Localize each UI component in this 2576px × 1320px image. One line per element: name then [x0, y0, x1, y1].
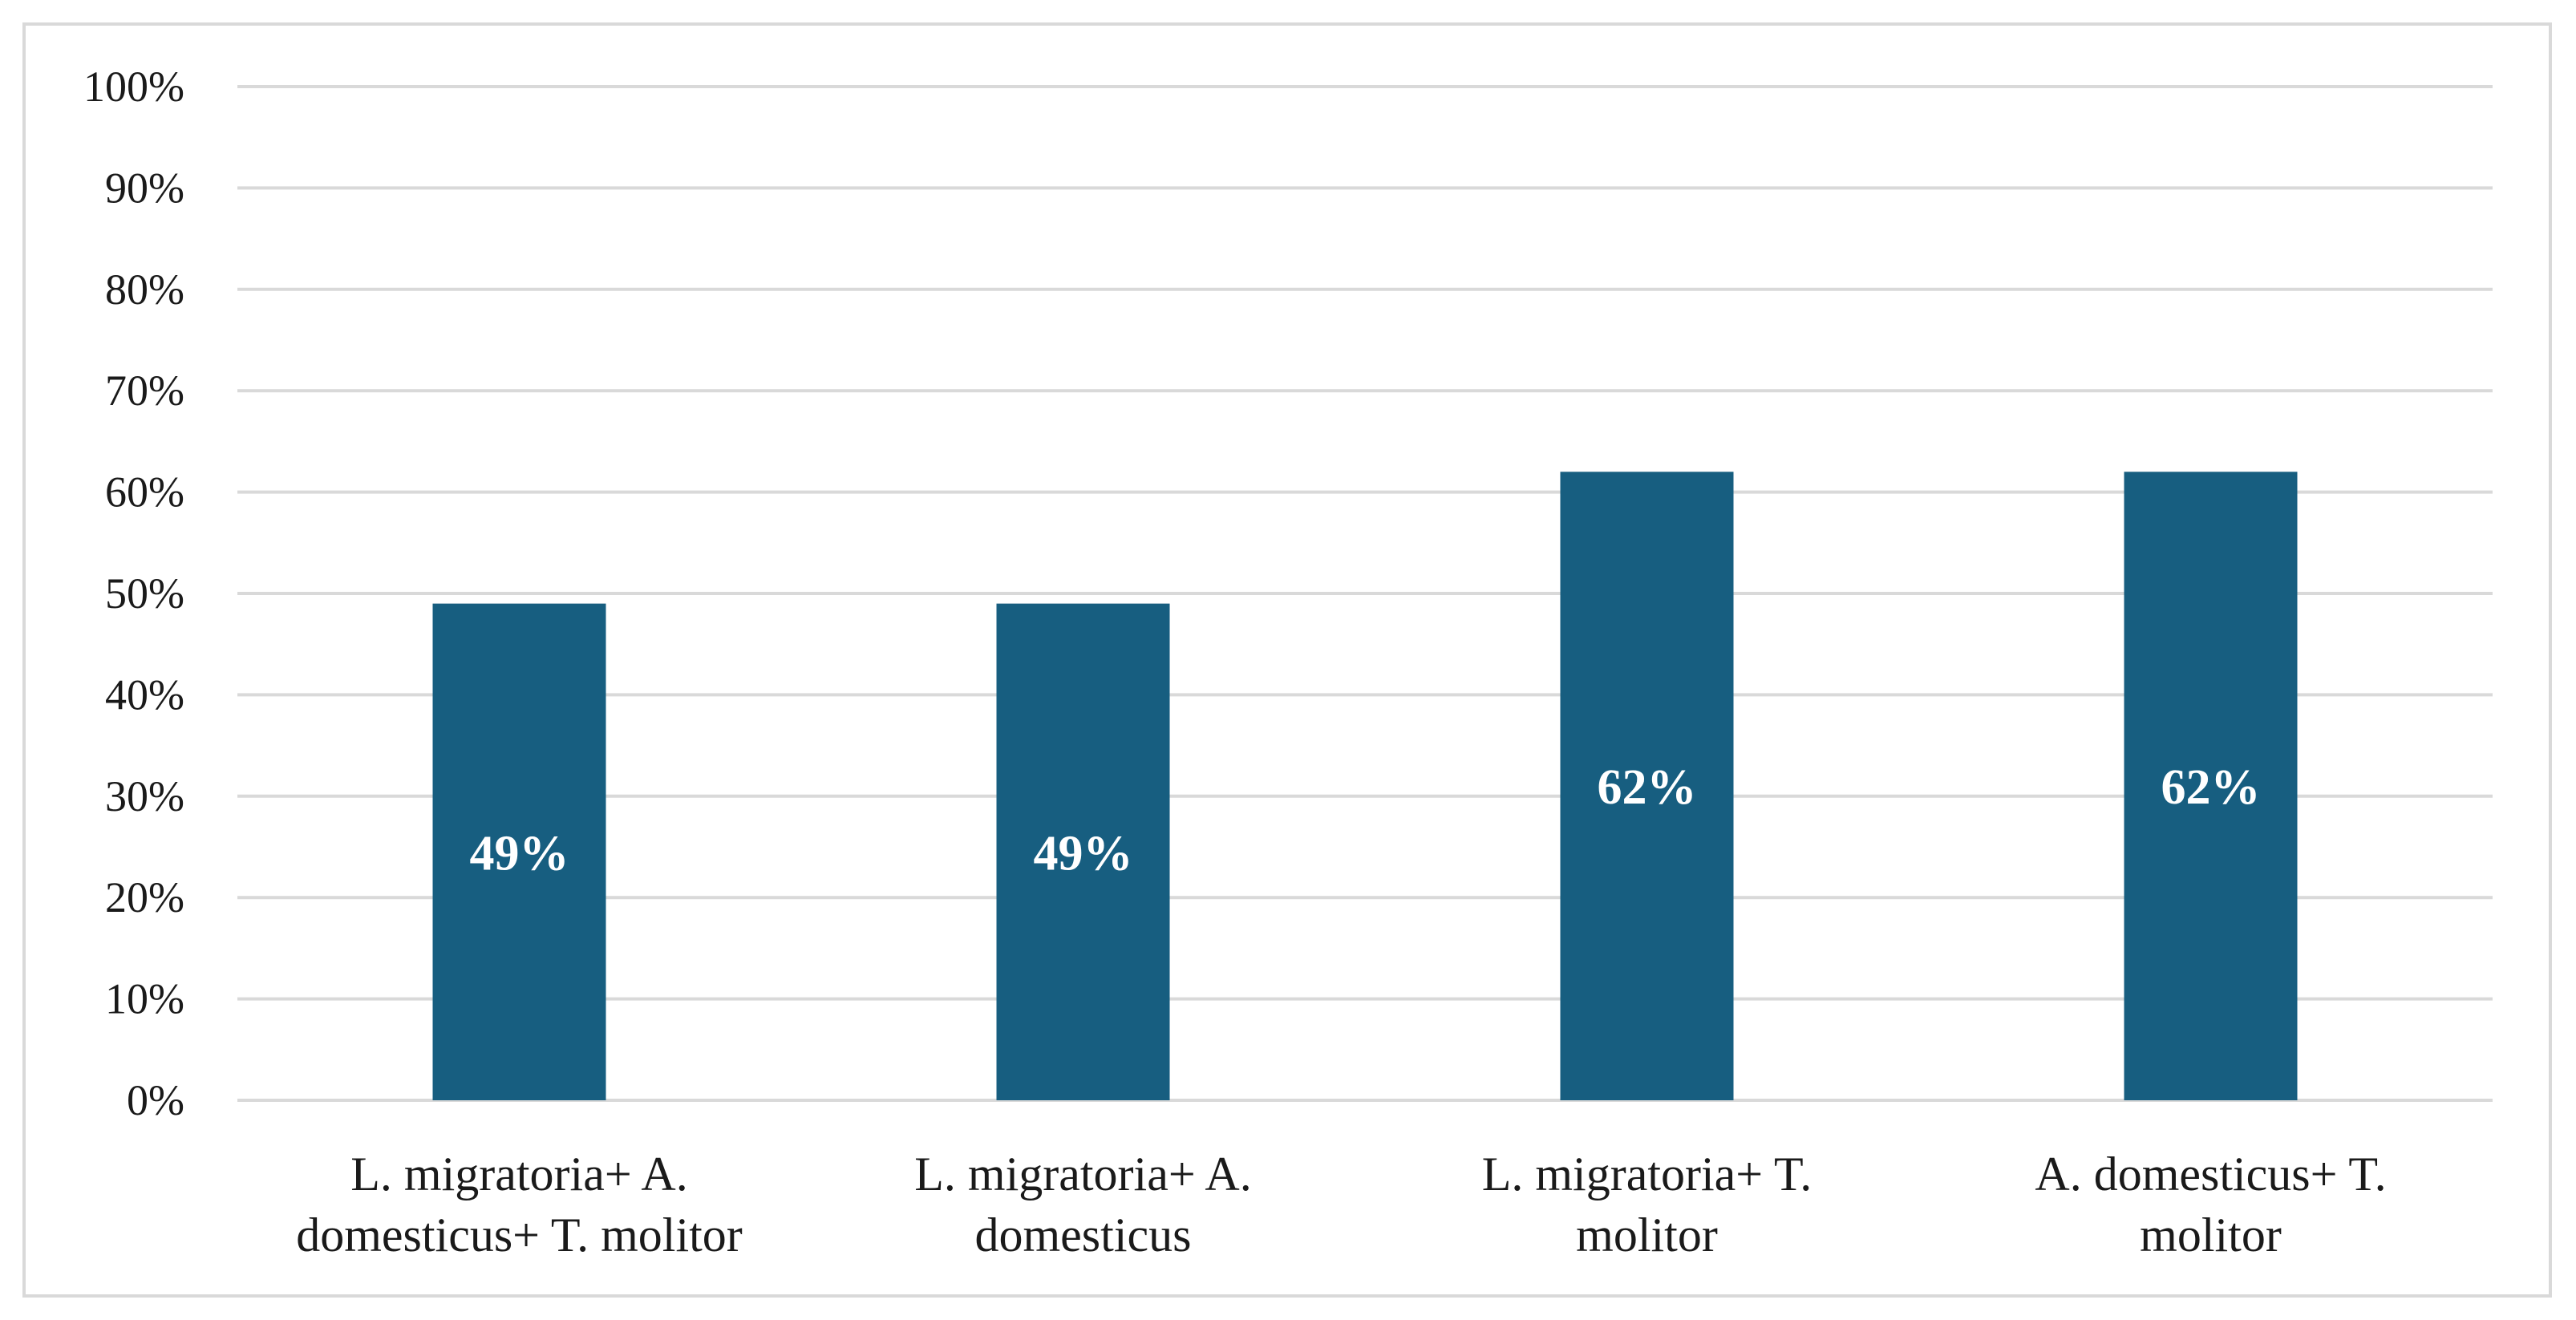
data-label: 49%: [1034, 826, 1133, 881]
category-label: L. migratoria+ T.: [1482, 1148, 1813, 1201]
y-tick-label: 50%: [105, 569, 184, 617]
data-label: 62%: [1598, 760, 1697, 815]
category-label: molitor: [1576, 1209, 1718, 1261]
category-label: domesticus: [975, 1209, 1192, 1261]
category-label: domesticus+ T. molitor: [296, 1209, 743, 1261]
bar: [432, 603, 606, 1100]
category-label: A. domesticus+ T.: [2035, 1148, 2386, 1201]
y-tick-label: 40%: [105, 670, 184, 719]
category-label: molitor: [2140, 1209, 2282, 1261]
y-tick-label: 90%: [105, 164, 184, 212]
bar: [996, 603, 1170, 1100]
y-tick-label: 80%: [105, 265, 184, 314]
category-label: L. migratoria+ A.: [350, 1148, 687, 1201]
bars: [432, 472, 2298, 1100]
bar: [2124, 472, 2298, 1100]
y-tick-label: 0%: [127, 1076, 184, 1124]
y-tick-label: 100%: [83, 63, 184, 111]
y-tick-label: 70%: [105, 366, 184, 415]
x-axis-categories: L. migratoria+ A. domesticus+ T. molitor L…: [296, 1148, 2386, 1261]
data-labels: 49% 49% 62% 62%: [470, 760, 2261, 881]
data-label: 62%: [2161, 760, 2261, 815]
y-tick-label: 10%: [105, 975, 184, 1023]
y-tick-label: 20%: [105, 873, 184, 921]
y-axis-ticks: 0% 10% 20% 30% 40% 50% 60% 70% 80% 90% 100%: [83, 63, 184, 1124]
y-tick-label: 30%: [105, 772, 184, 820]
category-label: L. migratoria+ A.: [914, 1148, 1251, 1201]
y-tick-label: 60%: [105, 468, 184, 516]
bar: [1560, 472, 1734, 1100]
gridlines: [237, 85, 2493, 1102]
data-label: 49%: [470, 826, 569, 881]
